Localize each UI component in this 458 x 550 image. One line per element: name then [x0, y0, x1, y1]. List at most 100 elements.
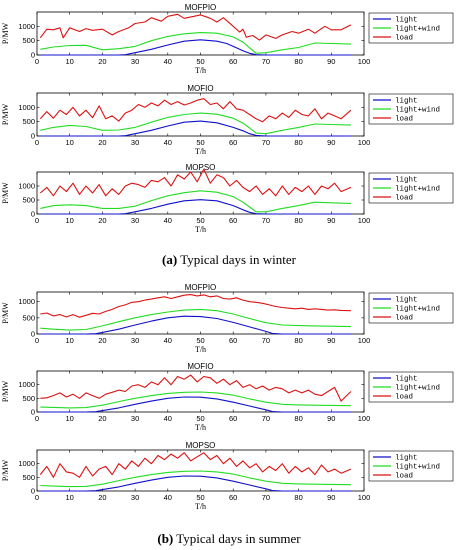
legend-label: light: [395, 177, 418, 185]
legend-box: [368, 371, 454, 403]
legend-label: light+wind: [395, 26, 440, 34]
legend-label: load: [395, 35, 413, 43]
chart-title: MOFPIO: [185, 3, 217, 12]
caption-summer-text: Typical days in summer: [176, 531, 301, 546]
x-tick-label: 70: [262, 216, 270, 225]
x-tick-label: 100: [358, 493, 371, 502]
x-tick-label: 80: [294, 57, 302, 66]
series-line-light: [40, 475, 351, 492]
caption-winter-tag: (a): [162, 252, 178, 267]
caption-winter: (a) Typical days in winter: [0, 252, 458, 268]
x-tick-label: 60: [229, 493, 237, 502]
x-tick-label: 60: [229, 414, 237, 423]
x-tick-label: 80: [294, 336, 302, 345]
x-tick-label: 70: [262, 493, 270, 502]
x-tick-label: 90: [327, 138, 335, 147]
x-tick-label: 60: [229, 216, 237, 225]
y-tick-label: 500: [22, 117, 35, 126]
x-tick-label: 90: [327, 57, 335, 66]
series-line-load: [39, 168, 352, 197]
series-line-light-wind: [40, 112, 351, 135]
y-axis-label: P/MW: [1, 302, 10, 324]
y-tick-label: 0: [31, 330, 35, 339]
series-line-light-wind: [40, 470, 351, 488]
legend-label: light+wind: [395, 385, 440, 393]
x-tick-label: 100: [358, 336, 371, 345]
y-tick-label: 500: [22, 313, 35, 322]
x-tick-label: 40: [164, 493, 172, 502]
x-tick-label: 30: [131, 216, 139, 225]
x-tick-label: 10: [66, 57, 74, 66]
y-tick-label: 0: [31, 132, 35, 141]
x-tick-label: 60: [229, 57, 237, 66]
series-line-load: [40, 374, 352, 402]
legend-label: light: [395, 376, 418, 384]
series-line-light: [40, 120, 351, 137]
y-tick-label: 500: [22, 394, 35, 403]
chart-title: MOPSO: [186, 441, 216, 450]
x-tick-label: 100: [358, 216, 371, 225]
x-tick-label: 0: [35, 493, 39, 502]
x-tick-label: 40: [164, 57, 172, 66]
legend-label: light+wind: [395, 464, 440, 472]
series-line-light-wind: [40, 391, 351, 409]
x-tick-label: 20: [98, 57, 106, 66]
y-axis-label: P/MW: [1, 459, 10, 481]
y-axis-label: P/MW: [1, 182, 10, 204]
y-axis-label: P/MW: [1, 22, 10, 44]
x-tick-label: 20: [98, 493, 106, 502]
x-tick-label: 60: [229, 138, 237, 147]
x-tick-label: 80: [294, 414, 302, 423]
y-tick-label: 1000: [18, 459, 35, 468]
x-tick-label: 80: [294, 493, 302, 502]
y-tick-label: 1000: [18, 297, 35, 306]
x-tick-label: 30: [131, 138, 139, 147]
x-tick-label: 30: [131, 336, 139, 345]
legend-box: [368, 292, 454, 324]
x-tick-label: 40: [164, 414, 172, 423]
legend-label: load: [395, 394, 413, 402]
caption-winter-text: Typical days in winter: [180, 252, 296, 267]
x-axis-label: T/h: [195, 66, 206, 75]
x-tick-label: 50: [196, 57, 204, 66]
legend-label: light+wind: [395, 186, 440, 194]
chart-title: MOFIO: [187, 362, 213, 371]
y-axis-label: P/MW: [1, 380, 10, 402]
x-tick-label: 80: [294, 138, 302, 147]
x-tick-label: 10: [66, 414, 74, 423]
chart-title: MOFPIO: [185, 283, 217, 292]
x-tick-label: 70: [262, 414, 270, 423]
series-line-load: [39, 452, 352, 478]
legend-label: light+wind: [395, 306, 440, 314]
y-tick-label: 0: [31, 51, 35, 60]
legend-label: light: [395, 297, 418, 305]
caption-summer: (b) Typical days in summer: [0, 531, 458, 547]
x-tick-label: 20: [98, 414, 106, 423]
x-tick-label: 10: [66, 493, 74, 502]
legend-label: load: [395, 315, 413, 323]
series-line-load: [39, 98, 352, 123]
series-line-light-wind: [40, 190, 351, 213]
y-tick-label: 1000: [18, 380, 35, 389]
plot-frame: [36, 291, 365, 335]
x-tick-label: 0: [35, 57, 39, 66]
y-tick-label: 0: [31, 210, 35, 219]
x-tick-label: 10: [66, 336, 74, 345]
x-axis-label: T/h: [195, 345, 206, 354]
x-tick-label: 100: [358, 57, 371, 66]
series-line-light: [40, 39, 351, 56]
legend-label: load: [395, 116, 413, 124]
series-line-load: [39, 13, 352, 41]
x-tick-label: 30: [131, 493, 139, 502]
chart-title: MOPSO: [186, 163, 216, 172]
x-tick-label: 40: [164, 216, 172, 225]
series-line-light-wind: [40, 32, 351, 54]
x-tick-label: 20: [98, 216, 106, 225]
x-tick-label: 70: [262, 336, 270, 345]
legend-label: light: [395, 17, 418, 25]
x-tick-label: 90: [327, 336, 335, 345]
